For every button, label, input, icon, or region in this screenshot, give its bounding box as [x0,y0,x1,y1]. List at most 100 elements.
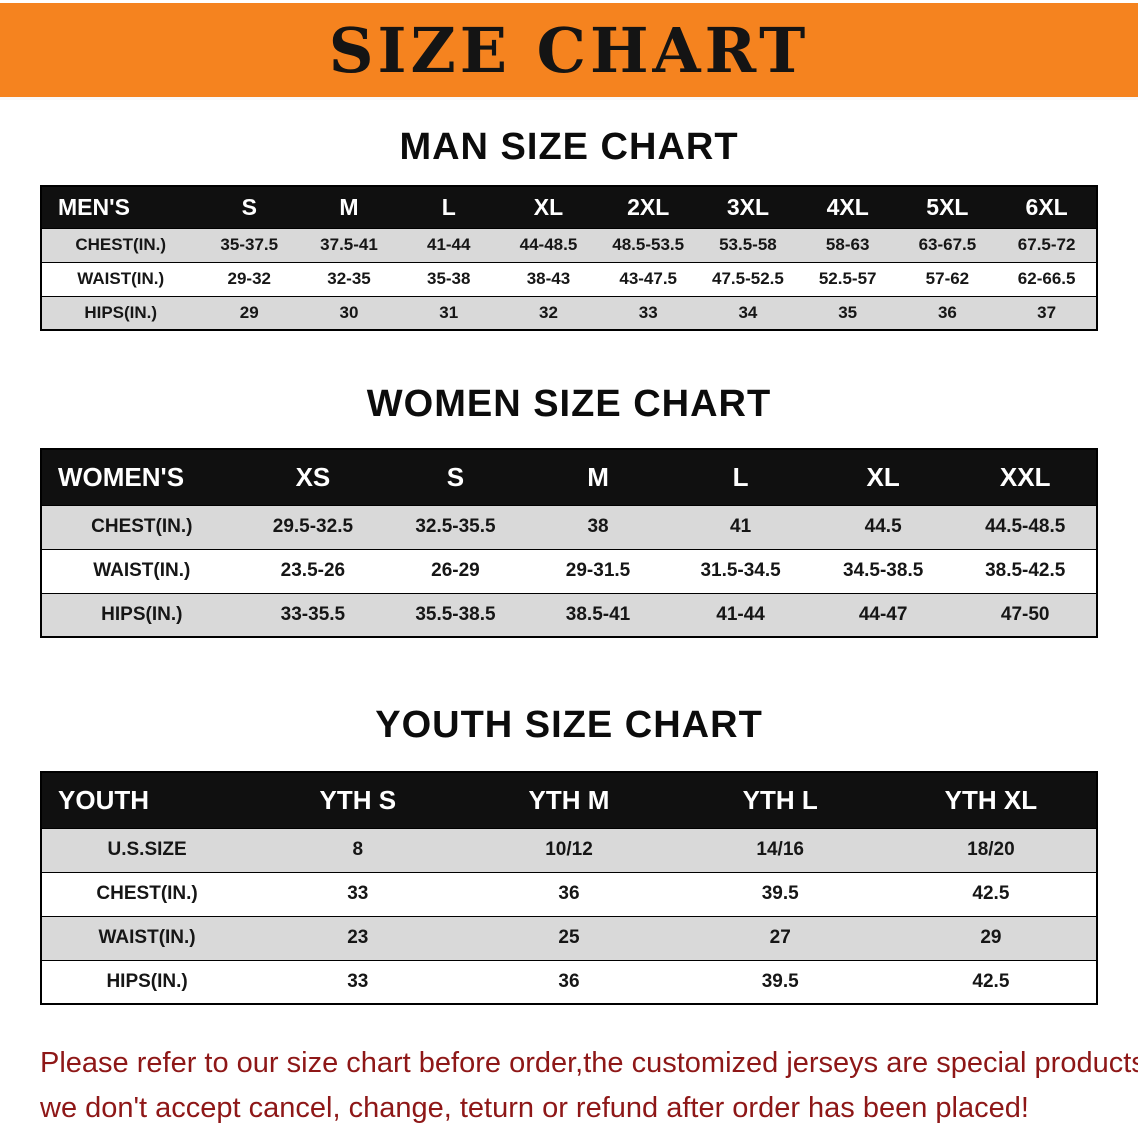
value-cell: 47-50 [954,592,1097,638]
value-cell: 38 [526,504,670,550]
disclaimer-note: Please refer to our size chart before or… [40,1041,1138,1131]
table-label-header: YOUTH [41,772,253,828]
table-header-row: YOUTH YTH S YTH M YTH L YTH XL [41,772,1097,828]
value-cell: 41 [669,504,812,550]
value-cell: 47.5-52.5 [698,261,798,297]
value-cell: 35 [797,295,898,331]
value-cell: 34.5-38.5 [811,548,955,594]
man-size-table: MEN'S S M L XL 2XL 3XL 4XL 5XL 6XL CHEST(IN.) 35-37… [40,185,1098,331]
value-cell: 25 [463,915,675,961]
women-size-section: WOMEN SIZE CHART WOMEN'S XS S M L XL XXL CHEST(… [0,383,1138,638]
value-cell: 44.5-48.5 [954,504,1097,550]
value-cell: 32-35 [299,261,399,297]
value-cell: 35-37.5 [199,227,300,263]
column-header: XS [241,449,385,505]
value-cell: 39.5 [674,871,886,917]
column-header: M [526,449,670,505]
youth-size-table: YOUTH YTH S YTH M YTH L YTH XL U.S.SIZE 8 10/12… [40,771,1098,1005]
row-label: CHEST(IN.) [41,504,242,550]
value-cell: 33-35.5 [241,592,385,638]
value-cell: 29 [199,295,300,331]
table-header-row: WOMEN'S XS S M L XL XXL [41,449,1097,505]
value-cell: 38-43 [498,261,599,297]
row-label: WAIST(IN.) [41,261,200,297]
column-header: 4XL [797,186,898,228]
table-label-header: MEN'S [41,186,200,228]
value-cell: 10/12 [463,827,675,873]
column-header: 2XL [598,186,699,228]
table-row: WAIST(IN.) 23.5-26 26-29 29-31.5 31.5-34.5 34… [41,548,1097,594]
youth-size-section: YOUTH SIZE CHART YOUTH YTH S YTH M YTH L YTH… [0,704,1138,1005]
value-cell: 27 [674,915,886,961]
banner: SIZE CHART [0,0,1138,100]
value-cell: 36 [463,959,675,1005]
value-cell: 41-44 [398,227,499,263]
value-cell: 38.5-41 [526,592,670,638]
column-header: YTH XL [885,772,1097,828]
value-cell: 35-38 [398,261,499,297]
value-cell: 18/20 [885,827,1097,873]
row-label: CHEST(IN.) [41,227,200,263]
table-label-header: WOMEN'S [41,449,242,505]
value-cell: 57-62 [897,261,998,297]
table-row: WAIST(IN.) 23 25 27 29 [41,915,1097,961]
disclaimer-line-2: we don't accept cancel, change, teturn o… [40,1091,1029,1124]
column-header: L [669,449,812,505]
value-cell: 63-67.5 [897,227,998,263]
table-row: CHEST(IN.) 35-37.5 37.5-41 41-44 44-48.5 48.5… [41,227,1097,263]
row-label: HIPS(IN.) [41,959,253,1005]
value-cell: 58-63 [797,227,898,263]
value-cell: 37 [997,295,1097,331]
column-header: YTH L [674,772,886,828]
value-cell: 48.5-53.5 [598,227,699,263]
value-cell: 39.5 [674,959,886,1005]
youth-size-chart-title: YOUTH SIZE CHART [375,704,763,746]
value-cell: 44-48.5 [498,227,599,263]
value-cell: 53.5-58 [698,227,798,263]
value-cell: 23 [252,915,464,961]
table-row: U.S.SIZE 8 10/12 14/16 18/20 [41,827,1097,873]
value-cell: 42.5 [885,871,1097,917]
table-row: HIPS(IN.) 29 30 31 32 33 34 35 36 37 [41,295,1097,331]
value-cell: 14/16 [674,827,886,873]
value-cell: 43-47.5 [598,261,699,297]
value-cell: 41-44 [669,592,812,638]
man-size-chart-title: MAN SIZE CHART [399,126,739,168]
value-cell: 62-66.5 [997,261,1097,297]
column-header: 6XL [997,186,1097,228]
row-label: HIPS(IN.) [41,592,242,638]
value-cell: 44.5 [811,504,955,550]
table-row: CHEST(IN.) 33 36 39.5 42.5 [41,871,1097,917]
value-cell: 37.5-41 [299,227,399,263]
value-cell: 8 [252,827,464,873]
value-cell: 38.5-42.5 [954,548,1097,594]
column-header: S [384,449,527,505]
column-header: XL [811,449,955,505]
value-cell: 31 [398,295,499,331]
value-cell: 42.5 [885,959,1097,1005]
value-cell: 52.5-57 [797,261,898,297]
row-label: CHEST(IN.) [41,871,253,917]
column-header: XXL [954,449,1097,505]
table-row: HIPS(IN.) 33-35.5 35.5-38.5 38.5-41 41-44 44-… [41,592,1097,638]
value-cell: 35.5-38.5 [384,592,527,638]
table-row: CHEST(IN.) 29.5-32.5 32.5-35.5 38 41 44.5 44.5… [41,504,1097,550]
value-cell: 33 [252,871,464,917]
row-label: U.S.SIZE [41,827,253,873]
column-header: L [398,186,499,228]
value-cell: 29-32 [199,261,300,297]
row-label: WAIST(IN.) [41,915,253,961]
value-cell: 33 [252,959,464,1005]
page-title: SIZE CHART [328,13,810,87]
women-size-chart-title: WOMEN SIZE CHART [366,383,772,425]
row-label: HIPS(IN.) [41,295,200,331]
value-cell: 32.5-35.5 [384,504,527,550]
value-cell: 29.5-32.5 [241,504,385,550]
women-size-table: WOMEN'S XS S M L XL XXL CHEST(IN.) 29.5-32.5 32.5… [40,448,1098,638]
value-cell: 33 [598,295,699,331]
column-header: YTH S [252,772,464,828]
column-header: M [299,186,399,228]
table-header-row: MEN'S S M L XL 2XL 3XL 4XL 5XL 6XL [41,186,1097,228]
column-header: 3XL [698,186,798,228]
